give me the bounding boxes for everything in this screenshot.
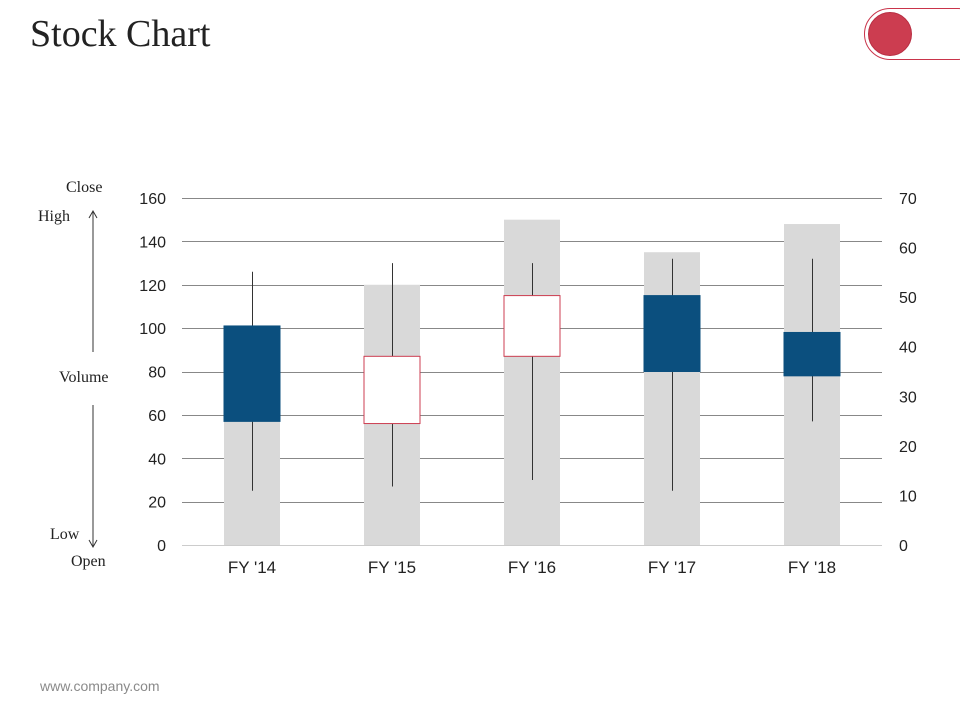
x-tick-label: FY '18 <box>788 558 836 577</box>
left-tick-label: 120 <box>139 278 166 295</box>
x-tick-label: FY '15 <box>368 558 416 577</box>
left-tick-label: 0 <box>157 538 166 555</box>
page-title: Stock Chart <box>30 13 211 55</box>
toggle-switch[interactable] <box>864 8 960 60</box>
right-tick-label: 50 <box>899 290 917 307</box>
right-tick-label: 10 <box>899 488 917 505</box>
x-tick-label: FY '17 <box>648 558 696 577</box>
legend-close-label: Close <box>66 179 103 196</box>
down-arrow-head-icon <box>88 539 98 549</box>
right-tick-label: 0 <box>899 538 908 555</box>
left-tick-label: 140 <box>139 234 166 251</box>
candle-body-down <box>783 331 841 377</box>
candle-bodies <box>223 295 841 425</box>
left-tick-label: 60 <box>148 408 166 425</box>
legend-volume-label: Volume <box>59 369 109 386</box>
right-tick-label: 40 <box>899 340 917 357</box>
candle-body-up <box>363 355 421 425</box>
candle-body-up <box>503 295 561 357</box>
legend-low-label: Low <box>50 526 80 543</box>
x-axis-labels: FY '14 FY '15 FY '16 FY '17 FY '18 <box>228 558 836 577</box>
left-tick-label: 100 <box>139 321 166 338</box>
toggle-knob[interactable] <box>868 12 912 56</box>
candle-wicks <box>252 258 813 491</box>
footer-website: www.company.com <box>40 678 160 694</box>
left-axis-ticks: 0 20 40 60 80 100 120 140 160 <box>139 191 166 555</box>
right-tick-label: 70 <box>899 191 917 208</box>
up-arrow-head-icon <box>88 209 98 219</box>
x-tick-label: FY '16 <box>508 558 556 577</box>
legend-high-label: High <box>38 208 70 225</box>
right-tick-label: 30 <box>899 389 917 406</box>
right-axis-ticks: 0 10 20 30 40 50 60 70 <box>899 191 917 555</box>
right-tick-label: 60 <box>899 241 917 258</box>
left-tick-label: 160 <box>139 191 166 208</box>
left-tick-label: 80 <box>148 365 166 382</box>
x-tick-label: FY '14 <box>228 558 276 577</box>
left-tick-label: 40 <box>148 451 166 468</box>
legend-arrows <box>88 209 98 549</box>
legend-open-label: Open <box>71 553 106 570</box>
candle-body-down <box>643 295 701 372</box>
candle-body-down <box>223 325 281 422</box>
left-tick-label: 20 <box>148 495 166 512</box>
right-tick-label: 20 <box>899 439 917 456</box>
